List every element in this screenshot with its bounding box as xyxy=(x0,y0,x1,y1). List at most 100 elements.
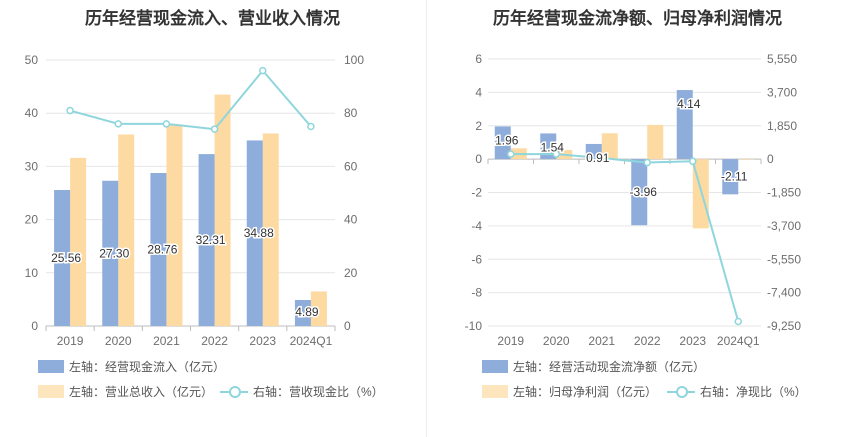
line-point xyxy=(259,66,267,75)
legend-item-net-profit[interactable]: 左轴：归母净利润（亿元） xyxy=(482,383,657,400)
legend-item-net-cash-ratio[interactable]: 右轴：净现比（%） xyxy=(667,383,807,400)
legend-swatch-bar-orange xyxy=(38,385,64,398)
line-point xyxy=(307,122,315,131)
y-left-tick-label: 4 xyxy=(475,85,482,99)
y-right-tick-label: 100 xyxy=(344,53,364,67)
y-right-tick-label: -9,250 xyxy=(767,319,801,333)
y-right-tick-label: 3,700 xyxy=(767,85,797,99)
legend-label: 左轴：经营现金流入（亿元） xyxy=(69,360,226,374)
bar-revenue xyxy=(118,134,135,326)
bar-net-cash xyxy=(494,126,511,160)
data-label: -3.96 xyxy=(630,185,658,199)
y-right-tick-label: -7,400 xyxy=(767,286,801,300)
bar-revenue xyxy=(214,94,231,326)
y-left-tick-label: 40 xyxy=(25,106,39,120)
y-left-tick-label: 30 xyxy=(25,159,39,173)
chart-title: 历年经营现金流入、营业收入情况 xyxy=(85,9,340,28)
legend-item-revenue-cash-ratio[interactable]: 右轴：营收现金比（%） xyxy=(220,383,384,400)
bar-net-profit xyxy=(738,159,755,160)
y-right-tick-label: -3,700 xyxy=(767,219,801,233)
bar-net-cash xyxy=(540,133,557,160)
y-left-tick-label: 0 xyxy=(475,152,482,166)
y-left-tick-label: -6 xyxy=(471,252,482,266)
series-line xyxy=(69,69,312,131)
line-point xyxy=(689,157,697,166)
data-label: 28.76 xyxy=(147,242,177,256)
x-tick-label: 2021 xyxy=(153,334,180,348)
x-tick-label: 2020 xyxy=(105,334,132,348)
y-left-tick-label: 6 xyxy=(475,52,482,66)
y-left-tick-label: 2 xyxy=(475,119,482,133)
data-label: 4.89 xyxy=(295,305,319,319)
y-left-tick-label: -10 xyxy=(465,319,483,333)
data-label: 1.54 xyxy=(541,140,565,154)
line-point xyxy=(598,154,606,162)
line-point xyxy=(643,158,651,167)
legend-item-revenue[interactable]: 左轴：营业总收入（亿元） xyxy=(38,383,213,400)
bar-revenue xyxy=(310,291,327,326)
legend-item-cash-inflow[interactable]: 左轴：经营现金流入（亿元） xyxy=(38,358,225,375)
legend-swatch-bar-orange xyxy=(482,385,508,398)
line-point xyxy=(210,125,219,133)
x-tick-label: 2020 xyxy=(543,334,570,348)
bar-cash-inflow xyxy=(54,190,71,326)
y-left-tick-label: -4 xyxy=(471,219,482,233)
x-tick-label: 2021 xyxy=(588,334,615,348)
bar-net-cash xyxy=(676,90,693,160)
bar-cash-inflow xyxy=(150,172,167,326)
bar-cash-inflow xyxy=(246,140,263,326)
y-left-tick-label: -8 xyxy=(471,286,482,300)
line-point xyxy=(66,106,74,115)
data-label: 32.31 xyxy=(196,233,226,247)
y-right-tick-label: -5,550 xyxy=(767,252,801,266)
x-tick-label: 2024Q1 xyxy=(290,334,333,348)
legend-item-net-cash[interactable]: 左轴：经营活动现金流净额（亿元） xyxy=(482,358,705,375)
data-label: 25.56 xyxy=(51,251,81,265)
legend-label: 右轴：营收现金比（%） xyxy=(253,385,384,399)
data-label: 27.30 xyxy=(99,246,129,260)
data-label: 0.91 xyxy=(586,151,610,165)
bar-cash-inflow xyxy=(294,299,311,326)
bar-revenue xyxy=(70,157,87,326)
y-right-tick-label: 60 xyxy=(344,159,358,173)
y-left-tick-label: 10 xyxy=(25,266,39,280)
chart-netcash-profit: -10 -8 -6 -4 -2 0 2 4 6 -9,250 -7,400 -5,550 -3,700 -… xyxy=(465,52,802,348)
chart-panel-netcash-profit: 历年经营现金流净额、归母净利润情况 -10 -8 -6 -4 -2 0 2 4 6 -9,250-… xyxy=(425,0,850,437)
x-tick-label: 2019 xyxy=(57,334,84,348)
bar-net-cash xyxy=(631,159,648,226)
series-line xyxy=(510,153,740,322)
y-right-tick-label: 20 xyxy=(344,266,358,280)
y-right-tick-label: -1,850 xyxy=(767,186,801,200)
bar-revenue xyxy=(262,133,279,326)
line-point xyxy=(734,317,742,326)
data-label: -2.11 xyxy=(721,170,748,184)
x-tick-label: 2023 xyxy=(679,334,706,348)
legend-label: 左轴：归母净利润（亿元） xyxy=(513,385,658,399)
legend-label: 右轴：净现比（%） xyxy=(700,385,807,399)
legend-swatch-bar-blue xyxy=(38,360,64,373)
legend-label: 左轴：经营活动现金流净额（亿元） xyxy=(513,360,706,374)
legend-swatch-bar-blue xyxy=(482,360,508,373)
bar-net-profit xyxy=(647,124,664,160)
y-right-tick-label: 0 xyxy=(767,152,774,166)
bar-cash-inflow xyxy=(198,154,215,326)
x-tick-label: 2023 xyxy=(249,334,276,348)
legend-swatch-line-icon xyxy=(667,385,695,398)
bar-net-cash xyxy=(585,143,602,160)
line-point xyxy=(507,150,515,158)
bar-net-profit xyxy=(601,133,618,160)
line-point xyxy=(114,120,122,128)
chart-cashflow-revenue: 0 10 20 30 40 50 0 20 40 60 80 100 2019 2020 2021 2022 2… xyxy=(25,53,365,348)
x-tick-label: 2019 xyxy=(497,334,524,348)
y-left-tick-label: -2 xyxy=(471,186,482,200)
data-label: 34.88 xyxy=(244,226,274,240)
bar-net-cash xyxy=(722,159,739,195)
x-tick-label: 2024Q1 xyxy=(717,334,760,348)
data-label: 1.96 xyxy=(495,133,519,147)
y-right-tick-label: 0 xyxy=(344,319,351,333)
legend-swatch-line-icon xyxy=(220,385,248,398)
line-point xyxy=(162,120,171,128)
bar-revenue xyxy=(166,124,183,326)
y-right-tick-label: 40 xyxy=(344,213,358,227)
data-label: 4.14 xyxy=(677,97,701,111)
